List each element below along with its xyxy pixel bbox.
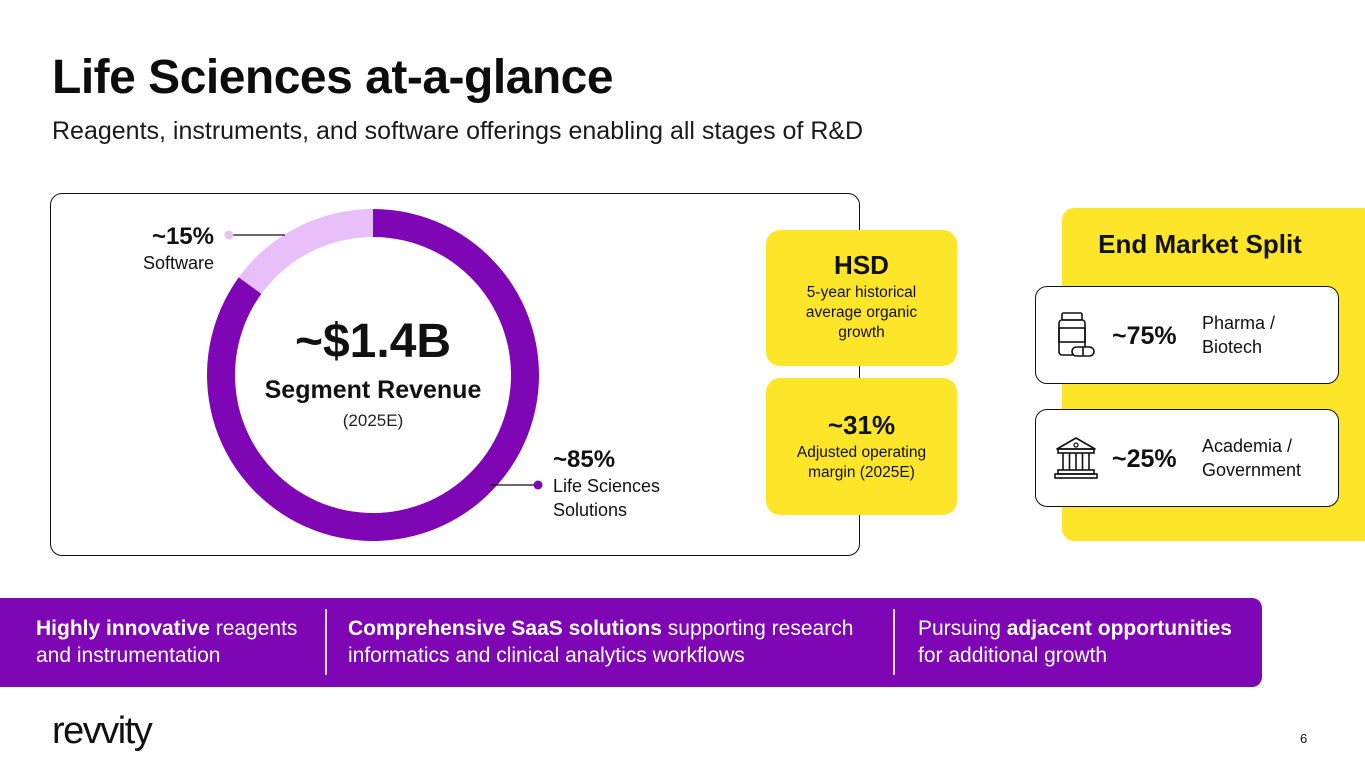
growth-kpi-caption: 5-year historical average organic growth <box>766 283 957 343</box>
end-market-title: End Market Split <box>1098 229 1302 259</box>
donut-center-label: Segment Revenue <box>264 376 482 404</box>
highlight-adjacent-pre: Pursuing <box>918 617 1007 640</box>
page-subtitle: Reagents, instruments, and software offe… <box>52 117 864 145</box>
highlight-saas-bold: Comprehensive SaaS solutions <box>348 617 662 640</box>
highlights-banner: Highly innovative reagents and instrumen… <box>0 598 1262 687</box>
pharma-biotech-card: ~75% Pharma / Biotech <box>1035 286 1339 384</box>
highlight-innovative-rest: reagents and instrumentation <box>36 617 298 667</box>
margin-kpi-line1: Adjusted operating <box>796 444 927 461</box>
growth-kpi-card: HSD 5-year historical average organic gr… <box>766 230 957 366</box>
growth-kpi-line1: 5-year historical <box>806 284 917 301</box>
highlight-adjacent-bold: adjacent opportunities <box>1006 617 1232 640</box>
margin-kpi-caption: Adjusted operating margin (2025E) <box>766 443 957 483</box>
donut-center-value: ~$1.4B <box>294 315 452 368</box>
life-sciences-pct-label: ~85% <box>553 446 616 473</box>
software-leader-dot <box>224 230 234 240</box>
page-title: Life Sciences at-a-glance <box>52 51 614 104</box>
life-sciences-leader-dot <box>533 480 543 490</box>
revenue-chart-panel <box>50 193 860 556</box>
pharma-biotech-name: Pharma / Biotech <box>1202 311 1275 359</box>
highlight-saas-rest: supporting research informatics and clin… <box>348 617 854 667</box>
banner-divider <box>325 609 327 675</box>
highlight-adjacent-rest: for additional growth <box>918 644 1108 667</box>
pharma-biotech-name-line1: Pharma / <box>1202 313 1276 333</box>
donut-slice-software <box>238 209 373 294</box>
margin-kpi-line2: margin (2025E) <box>808 464 915 481</box>
page-number: 6 <box>1300 731 1308 746</box>
highlight-innovative-bold: Highly innovative <box>36 617 210 640</box>
growth-kpi-line2: average organic <box>805 304 918 321</box>
revvity-logo: revvity <box>52 710 153 752</box>
medicine-bottle-icon <box>1058 312 1095 357</box>
growth-kpi-line3: growth <box>838 324 885 341</box>
life-sciences-slice-label: ~85% Life Sciences Solutions <box>553 446 660 522</box>
pharma-biotech-name-line2: Biotech <box>1202 337 1263 357</box>
pharma-biotech-pct: ~75% <box>1112 322 1177 350</box>
academia-government-name: Academia / Government <box>1202 434 1301 482</box>
margin-kpi-card: ~31% Adjusted operating margin (2025E) <box>766 378 957 515</box>
academia-government-name-line2: Government <box>1202 460 1302 480</box>
institution-building-icon <box>1054 437 1098 479</box>
banner-divider <box>893 609 895 675</box>
academia-government-pct: ~25% <box>1112 445 1177 473</box>
life-sciences-name-line2: Solutions <box>553 500 628 520</box>
margin-kpi-value: ~31% <box>827 410 896 440</box>
donut-center-period: (2025E) <box>342 411 404 430</box>
academia-government-card: ~25% Academia / Government <box>1035 409 1339 507</box>
academia-government-name-line1: Academia / <box>1202 436 1293 456</box>
software-pct-label: ~15% <box>151 223 214 250</box>
life-sciences-name-line1: Life Sciences <box>553 476 661 496</box>
highlight-saas: Comprehensive SaaS solutions supporting … <box>348 615 888 669</box>
software-slice-label: ~15% Software <box>128 223 214 275</box>
software-name-label: Software <box>142 253 214 273</box>
highlight-innovative: Highly innovative reagents and instrumen… <box>36 615 321 669</box>
growth-kpi-value: HSD <box>834 250 889 280</box>
highlight-adjacent: Pursuing adjacent opportunities for addi… <box>918 615 1258 669</box>
